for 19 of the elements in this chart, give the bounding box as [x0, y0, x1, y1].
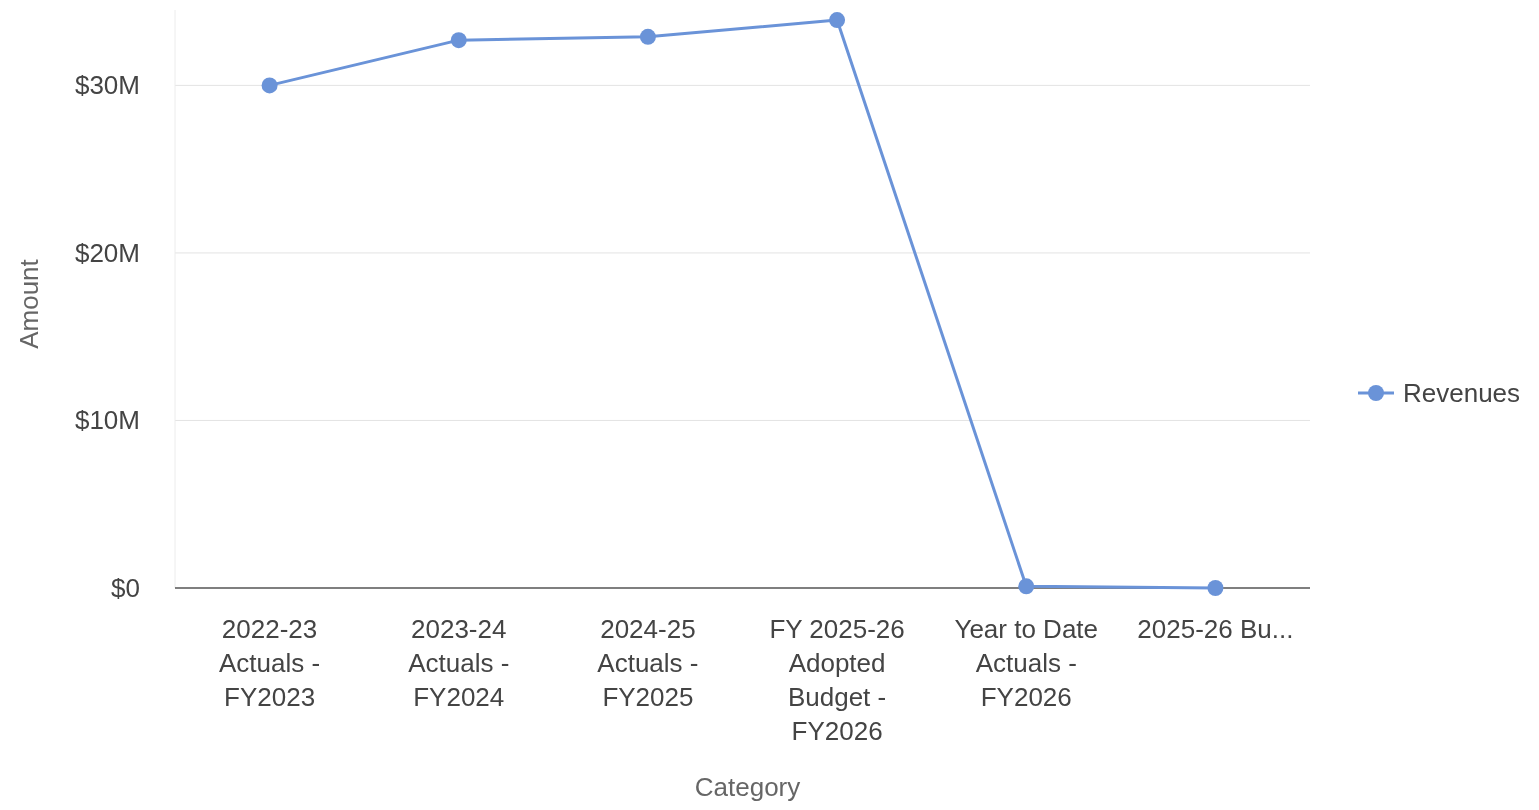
- y-tick-label: $0: [111, 573, 140, 603]
- legend-label: Revenues: [1403, 378, 1521, 408]
- point: [450, 32, 467, 49]
- x-tick-label: 2022-23 Actuals - FY2023: [219, 614, 321, 712]
- y-tick-label: $20M: [74, 237, 140, 268]
- y-tick-label: $30M: [74, 70, 140, 101]
- x-axis-title: Category: [694, 772, 801, 802]
- y-axis-title: Amount: [14, 258, 44, 349]
- x-tick-label: 2023-24 Actuals - FY2024: [408, 614, 510, 712]
- point: [829, 12, 846, 29]
- point: [1207, 580, 1224, 596]
- x-tick-label: 2024-25 Actuals - FY2025: [597, 614, 699, 712]
- point: [1018, 578, 1035, 595]
- x-tick-label: 2025-26 Bu...: [1137, 614, 1294, 644]
- x-tick-label: Year to Date Actuals - FY2026: [954, 614, 1099, 712]
- y-tick-label: $10M: [74, 405, 140, 436]
- point: [639, 28, 656, 45]
- x-tick-label: FY 2025-26 Adopted Budget - FY2026: [769, 614, 905, 746]
- point: [261, 77, 278, 94]
